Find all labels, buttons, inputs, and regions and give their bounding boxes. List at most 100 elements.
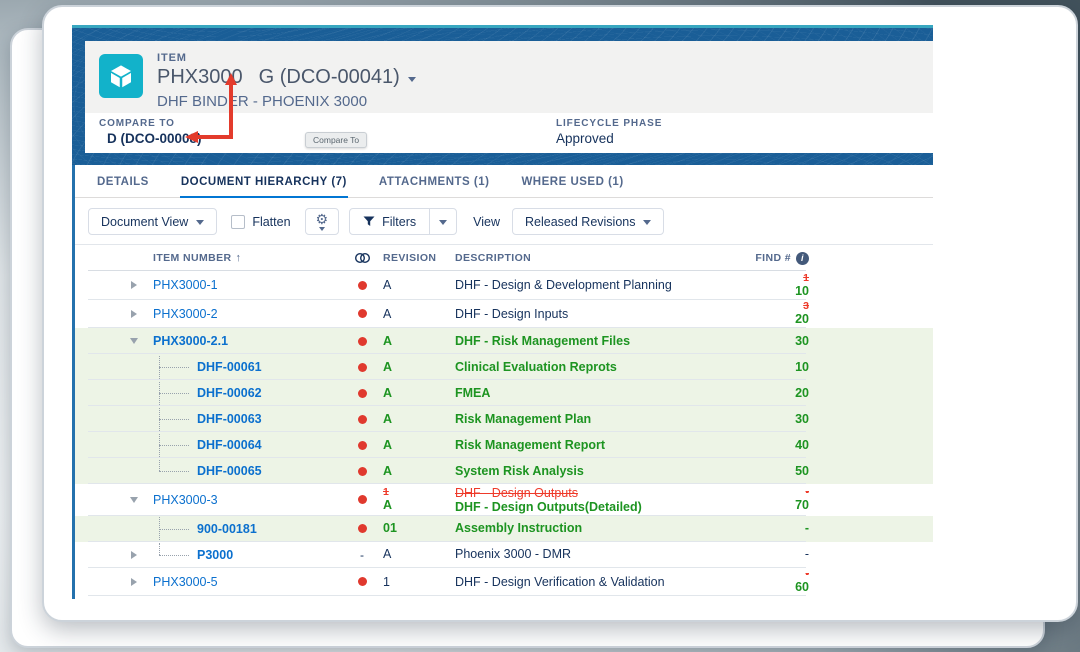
redline-status-cell [341,356,383,379]
column-header-find-number[interactable]: FIND # i [731,245,809,271]
description-cell: FMEA [455,382,731,405]
changed-status-dot-icon [357,362,367,372]
item-link[interactable]: DHF-00062 [197,386,262,400]
sort-ascending-icon: ↑ [235,252,242,264]
row-expander-cell [111,486,141,515]
view-label: View [473,214,500,229]
table-row-900-00181: 900-00181 01 Assembly Instruction - [75,515,933,542]
view-selector-button[interactable]: Released Revisions [512,208,665,235]
item-link[interactable]: DHF-00065 [197,464,262,478]
current-value: A [383,411,393,426]
row-expander-cell [111,517,141,540]
flatten-toggle: Flatten [231,214,291,229]
filters-split-button: Filters [349,208,458,235]
column-header-revision[interactable]: REVISION [383,245,455,271]
table-header-row: ITEM NUMBER ↑ REVISION [75,244,933,271]
current-value: Assembly Instruction [455,521,583,536]
revision-selector[interactable]: G (DCO-00041) [258,66,400,88]
changed-status-dot-icon [357,524,367,533]
record-titles: ITEM PHX3000 G (DCO-00041) DHF BINDER - … [157,52,416,110]
tab-details[interactable]: DETAILS [97,176,149,188]
item-number-cell: DHF-00062 [141,381,341,405]
redline-status-cell [341,486,383,515]
redline-status-cell [341,330,383,353]
table-settings-button[interactable]: ⚙ [304,208,340,235]
gear-icon: ⚙ [315,210,329,227]
item-number-header-label: ITEM NUMBER [153,252,232,264]
compare-to-label: COMPARE TO [99,118,175,129]
current-value: 10 [795,283,809,298]
expand-icon[interactable] [130,577,137,586]
lifecycle-phase-field: LIFECYCLE PHASE Approved [556,118,662,146]
find-number-cell: -70 [731,486,809,515]
tree-connector-stub [159,554,189,556]
item-link[interactable]: PHX3000-5 [153,574,218,589]
tab-where-used-1[interactable]: WHERE USED (1) [521,176,624,188]
description-cell: Phoenix 3000 - DMR [455,543,731,566]
tab-attachments-1[interactable]: ATTACHMENTS (1) [378,176,490,188]
item-link[interactable]: PHX3000-2 [153,306,218,321]
item-number-cell: PHX3000-5 [141,569,341,595]
redline-status-cell [341,382,383,405]
header-spacer [809,245,933,271]
current-value: 30 [795,333,809,348]
caret-down-icon[interactable] [407,76,416,82]
redline-status-cell [341,301,383,327]
item-number-cell: 900-00181 [141,517,341,540]
cube-icon [111,65,131,88]
item-link[interactable]: DHF-00064 [197,438,262,452]
table-row-phx3000-5: PHX3000-5 1 DHF - Design Verification & Va… [75,568,933,597]
redline-status-cell [341,273,383,299]
current-value: A [383,278,392,292]
collapse-icon[interactable] [129,496,138,503]
changed-status-dot-icon [357,577,367,587]
record-detail-strip: COMPARE TO D (DCO-00008) LIFECYCLE PHASE… [85,113,933,153]
description-cell: System Risk Analysis [455,460,731,483]
redline-status-cell [341,434,383,457]
item-link[interactable]: DHF-00061 [197,360,262,374]
tab-document-hierarchy-7[interactable]: DOCUMENT HIERARCHY (7) [179,165,348,198]
item-link[interactable]: P3000 [197,547,234,562]
compare-to-tooltip: Compare To [305,132,368,148]
flatten-checkbox[interactable] [231,214,246,229]
funnel-icon [363,216,375,226]
column-header-item-number[interactable]: ITEM NUMBER ↑ [141,245,341,271]
item-link[interactable]: DHF-00063 [197,412,262,426]
item-link[interactable]: 900-00181 [197,521,257,536]
expand-icon[interactable] [130,281,137,290]
item-number-cell: PHX3000-2 [141,301,341,327]
tree-connector-line [159,459,160,471]
expand-icon[interactable] [130,550,137,559]
changed-status-dot-icon [357,466,367,476]
find-number-cell: 10 [731,356,809,379]
find-number-header-label: FIND # [755,252,791,264]
current-value: 60 [795,580,809,594]
item-link[interactable]: PHX3000-3 [153,492,218,507]
info-icon[interactable]: i [796,251,809,265]
filters-dropdown-button[interactable] [429,209,456,234]
current-value: DHF - Design Verification & Validation [455,574,665,589]
table-row-p3000: P3000 - A Phoenix 3000 - DMR - [75,542,933,568]
current-value: - [804,521,809,536]
description-cell: DHF - Design Verification & Validation [455,569,731,595]
filters-button[interactable]: Filters [350,209,429,234]
item-number-cell: DHF-00065 [141,459,341,483]
foreground-card: ITEM PHX3000 G (DCO-00041) DHF BINDER - … [42,5,1078,622]
item-link[interactable]: PHX3000-1 [153,278,218,293]
item-link[interactable]: PHX3000-2.1 [153,334,229,348]
collapse-icon[interactable] [129,338,138,344]
tree-connector-line [159,543,160,555]
row-expander-cell [111,569,141,595]
description-header-label: DESCRIPTION [455,252,532,264]
tree-connector-stub [159,528,189,530]
current-value: 40 [795,437,809,452]
expand-icon[interactable] [130,309,137,318]
find-number-cell: 3 20 [731,301,809,327]
current-value: FMEA [455,385,491,400]
row-spacer [809,543,933,566]
document-view-button[interactable]: Document View [88,208,218,235]
description-cell: Assembly Instruction [455,517,731,540]
column-header-description[interactable]: DESCRIPTION [455,245,731,271]
table-row-phx3000-1: PHX3000-1 A DHF - Design & Development Pla… [75,271,933,300]
